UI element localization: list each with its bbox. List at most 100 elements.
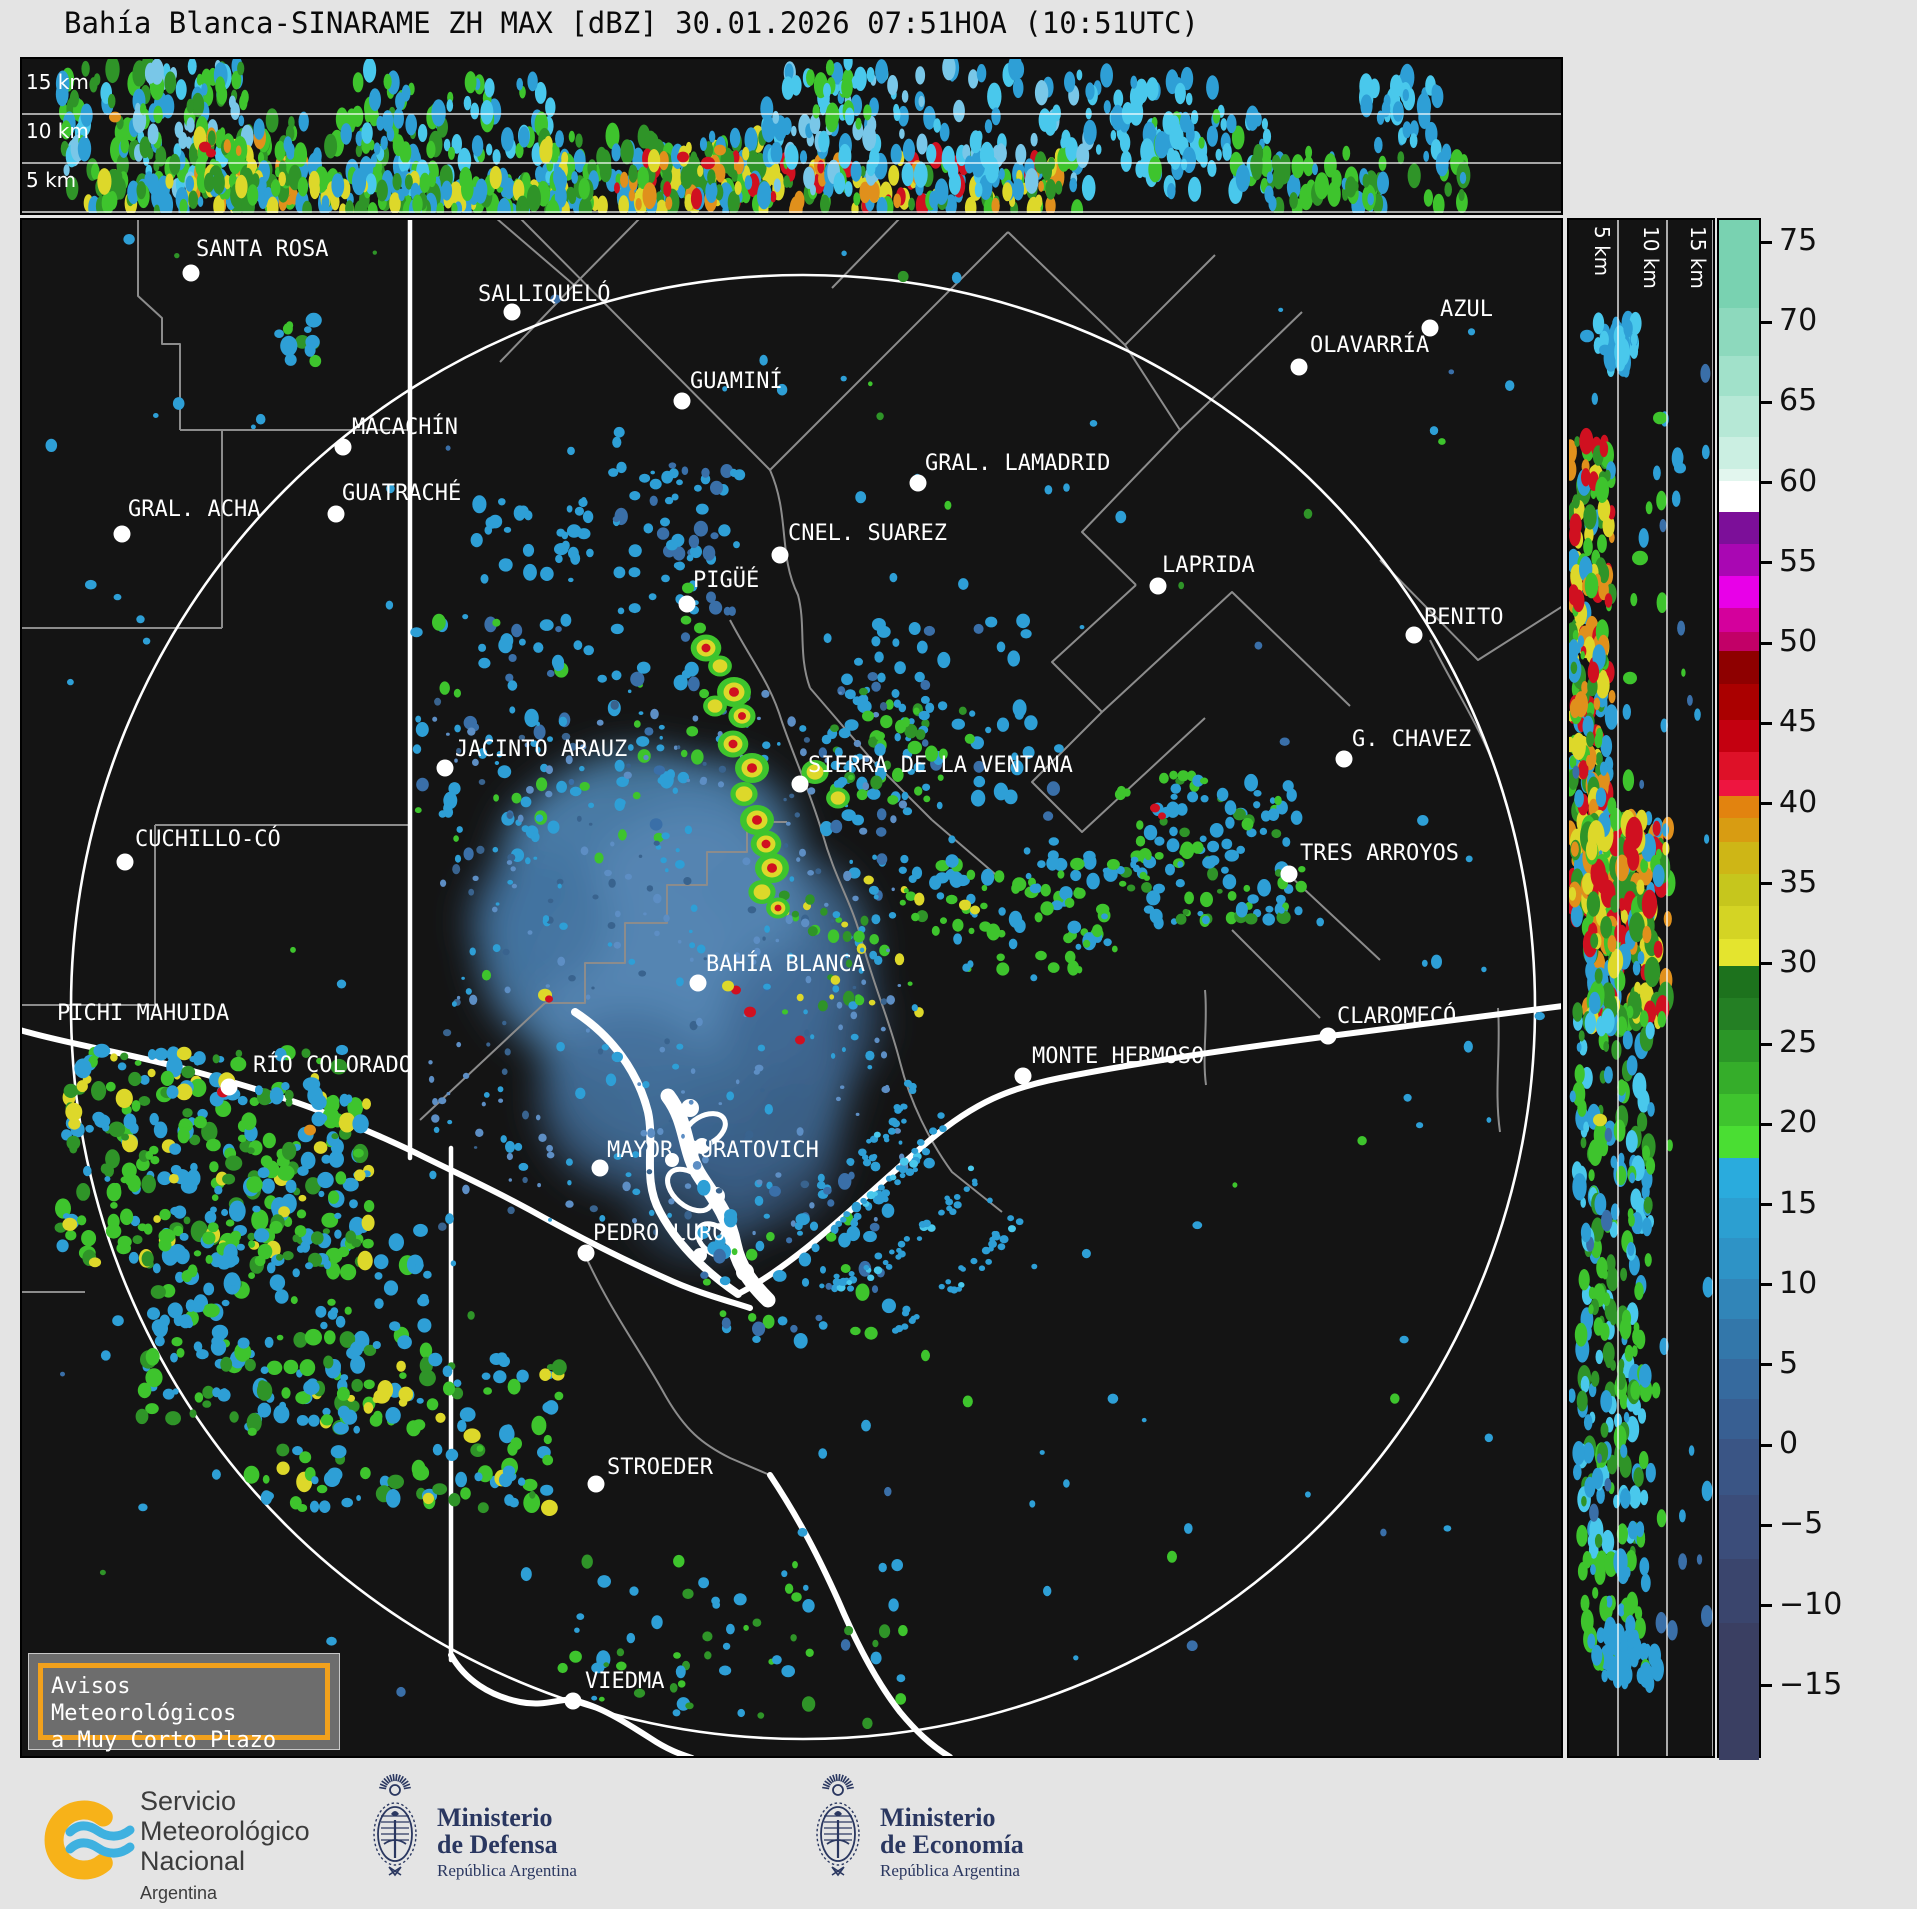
colorbar-tick-label: −15 <box>1779 1666 1843 1702</box>
colorbar-tick-label: 10 <box>1779 1265 1818 1301</box>
city-dot <box>678 595 696 613</box>
defensa-line1: Ministerio <box>437 1803 553 1832</box>
smn-logo-icon <box>44 1800 135 1880</box>
radar-map: SANTA ROSA SALLIQUELÓ GUAMINÍ MACACHÍN GRAL.… <box>20 218 1563 1758</box>
city-dot <box>591 1159 609 1177</box>
colorbar-tick-label: 75 <box>1779 223 1818 259</box>
svg-text:10 km: 10 km <box>26 119 89 143</box>
city-label: PIGÜÉ <box>693 567 759 593</box>
colorbar-tick <box>1761 1283 1772 1287</box>
colorbar-tick-label: 35 <box>1779 864 1818 900</box>
colorbar-tick <box>1761 400 1772 404</box>
colorbar-segment <box>1719 965 1759 998</box>
colorbar-tick <box>1761 641 1772 645</box>
admin-borders <box>20 218 1563 1477</box>
economia-line1: Ministerio <box>880 1803 996 1832</box>
city-dot <box>220 1078 238 1096</box>
radar-echoes <box>45 234 1545 1730</box>
city-label: CNEL. SUAREZ <box>788 521 947 546</box>
colorbar-segment <box>1719 1278 1759 1319</box>
colorbar-segment <box>1719 608 1759 633</box>
city-label: TRES ARROYOS <box>1300 841 1459 866</box>
defensa-sub: República Argentina <box>437 1861 577 1880</box>
colorbar-segment <box>1719 468 1759 482</box>
vertical-cross-section-top: 15 km 10 km 5 km <box>20 57 1563 215</box>
city-label: STROEDER <box>607 1455 714 1480</box>
svg-text:5 km: 5 km <box>26 168 76 192</box>
city-dot <box>1319 1027 1337 1045</box>
colorbar-tick-label: 25 <box>1779 1025 1818 1061</box>
colorbar-segment <box>1719 632 1759 652</box>
city-label: JACINTO ARAUZ <box>455 737 627 762</box>
colorbar-segment <box>1719 1623 1759 1760</box>
top-strip-echoes <box>55 57 1471 215</box>
footer: Servicio Meteorológico Nacional Argentin… <box>0 1762 1917 1909</box>
colorbar-tick <box>1761 1604 1772 1608</box>
city-dot <box>689 974 707 992</box>
smn-line1: Servicio <box>140 1786 237 1816</box>
colorbar-tick <box>1761 320 1772 324</box>
colorbar-segment <box>1719 1198 1759 1239</box>
city-dot <box>116 853 134 871</box>
smn-wordmark: Servicio Meteorológico Nacional Argentin… <box>140 1786 310 1908</box>
svg-text:15 km: 15 km <box>1686 226 1710 289</box>
defensa-coat-of-arms-icon <box>373 1774 417 1877</box>
colorbar-segment <box>1719 1126 1759 1159</box>
colorbar-tick <box>1761 1443 1772 1447</box>
convective-cells <box>217 517 1166 1136</box>
ministerio-economia: Ministerio de Economía República Argenti… <box>880 1804 1024 1881</box>
city-dot <box>1014 1067 1032 1085</box>
city-label: CLAROMECÓ <box>1337 1003 1456 1029</box>
city-dot <box>334 438 352 456</box>
colorbar-segment <box>1719 1029 1759 1063</box>
dbz-colorbar <box>1717 218 1761 1760</box>
colorbar-tick <box>1761 1122 1772 1126</box>
economia-coat-of-arms-icon <box>816 1774 860 1877</box>
ministerio-defensa: Ministerio de Defensa República Argentin… <box>437 1804 577 1881</box>
colorbar-segment <box>1719 576 1759 609</box>
colorbar-tick <box>1761 882 1772 886</box>
city-label: PEDRO LURO <box>593 1221 725 1246</box>
city-dot <box>1149 577 1167 595</box>
smn-line2: Meteorológico <box>140 1816 310 1846</box>
colorbar-tick <box>1761 1203 1772 1207</box>
city-label: GUATRACHÉ <box>342 480 461 506</box>
city-label: BAHÍA BLANCA <box>706 951 865 977</box>
city-dot <box>564 1692 582 1710</box>
colorbar-tick <box>1761 561 1772 565</box>
avisos-line2: a Muy Corto Plazo <box>51 1728 277 1753</box>
colorbar-tick-label: 20 <box>1779 1105 1818 1141</box>
colorbar-tick-label: 0 <box>1779 1426 1799 1462</box>
colorbar-tick <box>1761 1523 1772 1527</box>
colorbar-tick <box>1761 1684 1772 1688</box>
colorbar-tick <box>1761 1363 1772 1367</box>
city-dot <box>113 525 131 543</box>
city-label: PICHI MAHUIDA <box>57 1001 229 1026</box>
city-label: SALLIQUELÓ <box>478 281 610 307</box>
colorbar-tick-label: 60 <box>1779 463 1818 499</box>
colorbar-segment <box>1719 1398 1759 1439</box>
colorbar-segment <box>1719 651 1759 684</box>
city-dot <box>503 303 521 321</box>
city-label: MONTE HERMOSO <box>1032 1044 1204 1069</box>
colorbar-tick-label: 45 <box>1779 704 1818 740</box>
economia-sub: República Argentina <box>880 1861 1020 1880</box>
city-dot <box>587 1475 605 1493</box>
colorbar-tick <box>1761 481 1772 485</box>
colorbar-segment <box>1719 752 1759 780</box>
city-label: RÍO COLORADO <box>253 1052 412 1078</box>
city-label: VIEDMA <box>585 1669 664 1694</box>
city-label: MACACHÍN <box>352 414 458 440</box>
city-markers: SANTA ROSA SALLIQUELÓ GUAMINÍ MACACHÍN GRAL.… <box>57 237 1503 1710</box>
colorbar-tick <box>1761 962 1772 966</box>
colorbar-segment <box>1719 1062 1759 1095</box>
city-dot <box>791 775 809 793</box>
colorbar-segment <box>1719 779 1759 796</box>
colorbar-segment <box>1719 1559 1759 1624</box>
city-label: GRAL. LAMADRID <box>925 451 1110 476</box>
colorbar-segment <box>1719 1438 1759 1496</box>
city-dot <box>909 474 927 492</box>
avisos-warning-box: Avisos Meteorológicos a Muy Corto Plazo <box>28 1653 340 1753</box>
city-label: SIERRA DE LA VENTANA <box>808 753 1073 778</box>
